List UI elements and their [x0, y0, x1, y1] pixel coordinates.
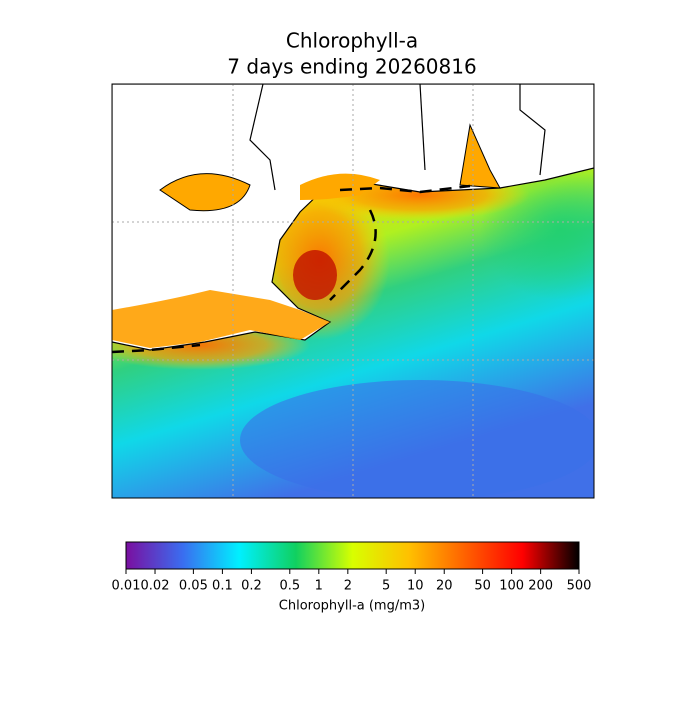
border: [519, 84, 546, 176]
front-line: [112, 184, 471, 354]
colorbar-label: Chlorophyll-a (mg/m3): [279, 599, 425, 614]
colorbar-tick-label: 0.05: [179, 579, 208, 594]
colorbar-tick-label: 1: [315, 579, 323, 594]
title-line: Chlorophyll-a: [286, 29, 418, 53]
border: [249, 84, 276, 191]
map-frame: [111, 83, 595, 499]
graticule: [112, 84, 594, 498]
map: [112, 84, 594, 498]
colorbar-tick-label: 0.5: [279, 579, 300, 594]
colorbar-tick-label: 5: [382, 579, 390, 594]
colorbar-tick-label: 20: [436, 579, 453, 594]
marsh-water: [112, 290, 330, 348]
bay: [300, 173, 380, 200]
colorbar-tick-label: 0.1: [212, 579, 233, 594]
colorbar-tick-label: 100: [499, 579, 524, 594]
colorbar-tick-label: 0.01: [112, 579, 141, 594]
border: [419, 84, 426, 171]
offshore-water: [240, 380, 594, 498]
colorbar-tick-label: 10: [407, 579, 424, 594]
bay: [459, 123, 501, 189]
colorbar-tick-label: 500: [567, 579, 592, 594]
colorbar: [125, 541, 580, 570]
colorbar-tick-label: 2: [344, 579, 352, 594]
colorbar-tick-label: 0.02: [141, 579, 170, 594]
title-line: 7 days ending 20260816: [227, 55, 476, 79]
bay: [159, 173, 251, 212]
high-bloom: [293, 250, 337, 300]
colorbar-tick-label: 50: [474, 579, 491, 594]
colorbar-tick-label: 0.2: [241, 579, 262, 594]
colorbar-tick-label: 200: [528, 579, 553, 594]
